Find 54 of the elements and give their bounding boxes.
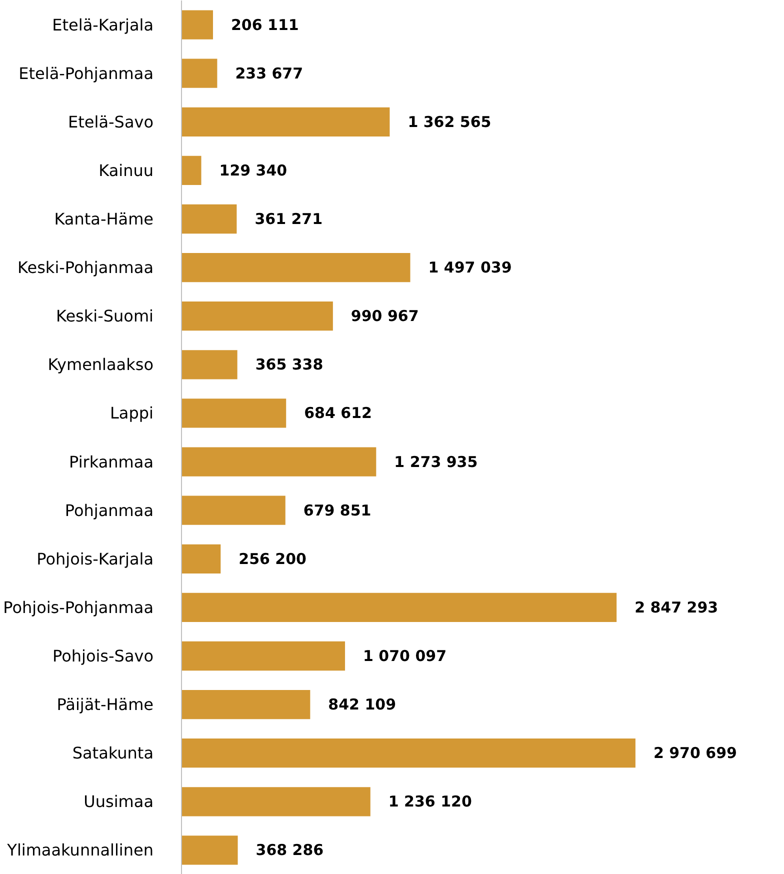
bar [182, 592, 617, 622]
bar [182, 787, 370, 816]
y-tick-label: Päijät-Häme [56, 695, 154, 714]
bar [182, 544, 221, 574]
data-label: 233 677 [235, 64, 304, 82]
y-tick-label: Kanta-Häme [54, 210, 154, 228]
bar [182, 641, 346, 671]
y-tick-label: Ylimaakunnallinen [6, 840, 154, 860]
data-label: 2 847 293 [634, 598, 718, 616]
y-tick-label: Keski-Pohjanmaa [18, 258, 154, 278]
data-label: 684 612 [304, 404, 372, 422]
bar [182, 10, 213, 40]
bar [182, 350, 238, 380]
data-label: 1 362 565 [408, 112, 492, 131]
y-tick-label: Pirkanmaa [69, 452, 154, 472]
y-tick-label: Etelä-Savo [68, 112, 154, 132]
y-tick-label: Pohjanmaa [64, 500, 154, 520]
bar [182, 156, 202, 186]
data-label: 1 497 039 [428, 258, 512, 277]
data-label: 2 970 699 [653, 744, 737, 762]
y-tick-label: Satakunta [72, 744, 154, 763]
data-label: 990 967 [350, 307, 419, 326]
bar [182, 302, 333, 331]
bar [182, 690, 310, 720]
bar [182, 836, 238, 865]
y-tick-label: Lappi [110, 404, 154, 423]
data-label: 129 340 [219, 161, 288, 180]
data-label: 206 111 [230, 16, 299, 34]
y-tick-label: Pohjois-Karjala [36, 549, 154, 568]
bar [182, 107, 390, 136]
data-label: 256 200 [238, 550, 307, 568]
bar [182, 252, 410, 282]
bar [182, 738, 636, 768]
bar [182, 58, 218, 88]
data-label: 842 109 [328, 696, 396, 714]
data-label: 368 286 [256, 841, 324, 860]
y-tick-label: Etelä-Pohjanmaa [18, 64, 154, 83]
y-tick-label: Etelä-Karjala [52, 15, 154, 34]
data-label: 679 851 [303, 501, 372, 520]
y-tick-label: Kymenlaakso [48, 355, 154, 374]
y-tick-label: Pohjois-Pohjanmaa [3, 598, 154, 617]
bar [182, 447, 376, 476]
data-label: 1 070 097 [363, 647, 447, 665]
data-label: 365 338 [255, 356, 324, 374]
data-label: 1 273 935 [394, 452, 478, 471]
y-tick-label: Kainuu [98, 160, 154, 180]
y-tick-label: Keski-Suomi [56, 306, 154, 326]
data-label: 1 236 120 [388, 792, 472, 811]
bar [182, 398, 286, 428]
y-tick-label: Pohjois-Savo [52, 646, 154, 666]
y-tick-label: Uusimaa [84, 792, 154, 812]
data-label: 361 271 [254, 210, 323, 228]
bar [182, 496, 286, 525]
bar [182, 204, 237, 234]
